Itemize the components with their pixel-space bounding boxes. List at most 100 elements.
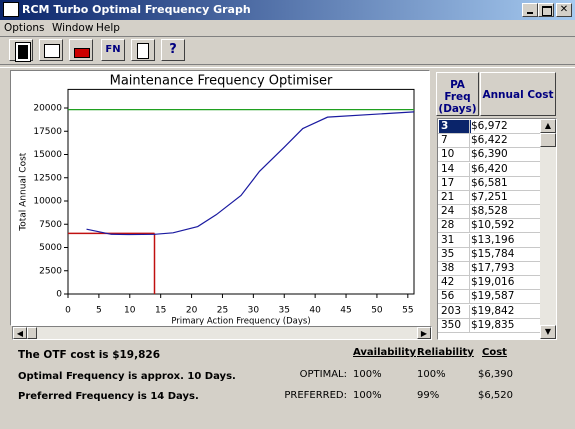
vertical-scrollbar[interactable]: ▲ ▼ [540, 119, 556, 339]
table-row[interactable]: 10 $6,390 [438, 148, 540, 163]
col-border [469, 176, 470, 191]
table-row[interactable]: 21 $7,251 [438, 191, 540, 205]
summary-value: 100% [417, 369, 446, 380]
frequency-cell: 10 [441, 148, 455, 161]
frequency-cell: 31 [441, 233, 455, 246]
col-border [469, 162, 470, 177]
row-border [438, 331, 540, 333]
toolbar-button[interactable] [9, 39, 33, 62]
row-border [438, 232, 540, 234]
y-tick-label: 17500 [33, 127, 62, 137]
col-border [469, 304, 470, 319]
cost-cell: $6,420 [471, 162, 508, 175]
table-row[interactable]: 14 $6,420 [438, 162, 540, 177]
toolbar-button[interactable]: FN [101, 39, 125, 61]
x-tick-label: 10 [124, 306, 136, 316]
summary-label: OPTIMAL: [299, 369, 347, 380]
col-border [469, 262, 470, 276]
row-border [438, 260, 540, 262]
table-row[interactable]: 42 $19,016 [438, 276, 540, 291]
cost-cell: $6,972 [471, 120, 508, 132]
table-header: PA Freq (Days) [436, 72, 479, 116]
table-header: Annual Cost [480, 72, 556, 116]
row-border [438, 246, 540, 248]
x-tick-label: 50 [371, 306, 383, 316]
y-tick-label: 12500 [33, 173, 62, 183]
summary-value: $6,520 [478, 390, 513, 401]
scroll-thumb[interactable] [27, 327, 37, 339]
summary-header: Reliability [417, 347, 474, 358]
table-row[interactable]: 24 $8,528 [438, 205, 540, 220]
otf-text: The OTF cost is $19,826 [18, 349, 161, 361]
frequency-cell: 35 [441, 247, 455, 260]
cost-cell: $10,592 [471, 219, 515, 232]
toolbar-button[interactable] [69, 39, 93, 61]
scroll-down[interactable]: ▼ [540, 325, 556, 339]
x-tick-label: 20 [186, 306, 198, 316]
summary-value: 100% [353, 369, 382, 380]
maximize-button[interactable] [538, 3, 554, 17]
x-axis-label: Primary Action Frequency (Days) [171, 317, 310, 326]
menu-item[interactable]: Window [52, 22, 94, 34]
menu-item[interactable]: Options [4, 22, 45, 34]
separator [0, 36, 575, 37]
cost-cell: $19,016 [471, 276, 515, 289]
plot-frame [67, 88, 415, 295]
cost-cell: $7,251 [471, 191, 508, 203]
menu-bar: Options Window Help [0, 20, 575, 36]
table-row[interactable]: 38 $17,793 [438, 262, 540, 276]
horizontal-scrollbar[interactable]: ◀ ▶ [12, 326, 432, 340]
table-row[interactable]: 350 $19,835 [438, 318, 540, 333]
menu-item[interactable]: Help [96, 22, 120, 34]
summary-header: Availability [353, 347, 416, 358]
col-border [469, 148, 470, 163]
scroll-right[interactable]: ▶ [417, 327, 431, 339]
summary-value: 100% [353, 390, 382, 401]
cost-cell: $15,784 [471, 247, 515, 260]
frequency-cell: 203 [441, 304, 462, 317]
window-title: RCM Turbo Optimal Frequency Graph [22, 3, 251, 16]
col-border [469, 290, 470, 305]
row-border [438, 204, 540, 205]
x-tick-label: 5 [96, 306, 102, 316]
col-border [469, 276, 470, 291]
x-tick-label: 30 [248, 306, 260, 316]
frequency-cell: 7 [441, 134, 448, 147]
toolbar-button[interactable] [131, 39, 155, 61]
x-tick-label: 35 [279, 306, 290, 316]
table-row[interactable]: 3 $6,972 [438, 120, 540, 134]
title-bar: RCM Turbo Optimal Frequency Graph ✕ [0, 0, 575, 20]
toolbar-button[interactable]: ? [161, 39, 185, 61]
app-icon [3, 2, 19, 17]
table-row[interactable]: 28 $10,592 [438, 219, 540, 234]
table-row[interactable]: 7 $6,422 [438, 134, 540, 149]
scroll-thumb[interactable] [540, 133, 556, 147]
y-tick-label: 5000 [39, 243, 62, 253]
minimize-button[interactable] [522, 3, 538, 17]
col-border [469, 120, 470, 134]
x-tick-label: 45 [340, 306, 351, 316]
x-tick-label: 40 [309, 306, 321, 316]
table-row[interactable]: 35 $15,784 [438, 247, 540, 262]
y-tick-label: 20000 [33, 104, 62, 114]
row-border [438, 275, 540, 276]
frequency-cell: 21 [441, 191, 455, 203]
row-border [438, 218, 540, 220]
table-row[interactable]: 203 $19,842 [438, 304, 540, 319]
toolbar-button[interactable] [39, 39, 63, 61]
preferred-text: Preferred Frequency is 14 Days. [18, 391, 199, 402]
frequency-cell: 56 [441, 290, 455, 303]
summary-value: 99% [417, 390, 440, 401]
separator [0, 64, 575, 68]
table-row[interactable]: 17 $6,581 [438, 176, 540, 191]
col-border [469, 191, 470, 205]
scroll-left[interactable]: ◀ [13, 327, 27, 339]
cost-cell: $8,528 [471, 205, 508, 218]
scroll-up[interactable]: ▲ [540, 119, 556, 133]
cost-cell: $6,422 [471, 134, 508, 147]
table-row[interactable]: 31 $13,196 [438, 233, 540, 248]
frequency-cell: 17 [441, 176, 455, 189]
close-button[interactable]: ✕ [556, 3, 572, 17]
table-row[interactable]: 56 $19,587 [438, 290, 540, 305]
